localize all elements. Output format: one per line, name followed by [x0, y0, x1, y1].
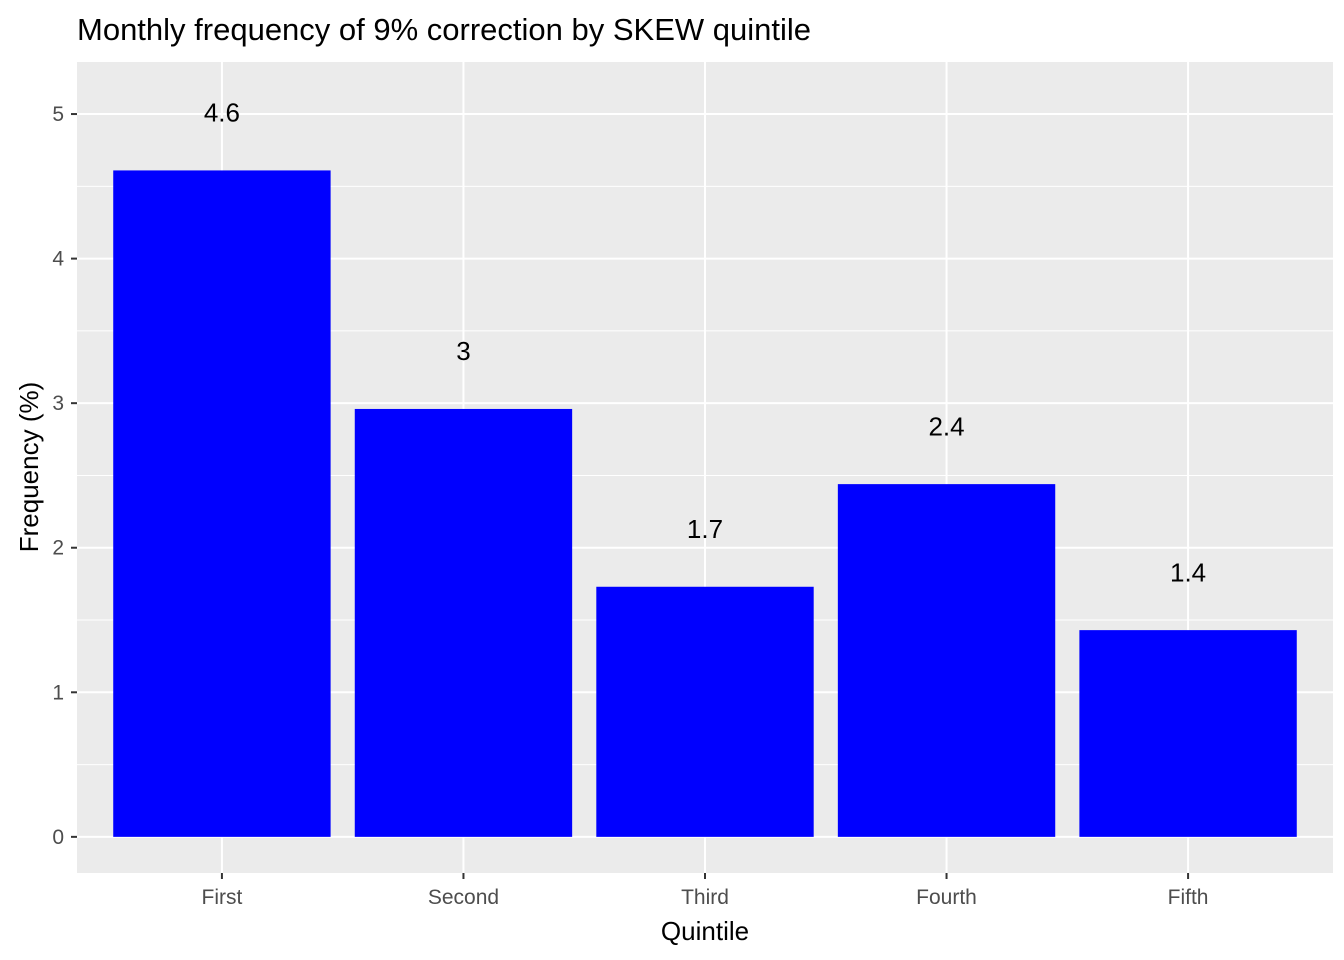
bar-value-label: 4.6: [204, 98, 240, 128]
y-tick-label: 3: [52, 392, 64, 415]
y-tick-label: 4: [52, 248, 64, 271]
bar: [354, 408, 573, 837]
bar-value-label: 3: [456, 336, 470, 366]
x-tick-label: First: [202, 886, 243, 909]
x-tick-label: Fifth: [1168, 886, 1209, 909]
x-tick-label: Fourth: [916, 886, 977, 909]
y-tick-label: 0: [52, 826, 64, 849]
y-tick-label: 2: [52, 537, 64, 560]
y-tick-label: 5: [52, 103, 64, 126]
bar: [596, 586, 814, 837]
y-axis: 0 1 2 3 4 5: [52, 103, 77, 849]
bar-value-label: 1.4: [1170, 557, 1206, 587]
y-tick-label: 1: [52, 681, 64, 704]
bars: [113, 170, 1297, 837]
bar: [837, 484, 1056, 837]
x-axis: First Second Third Fourth Fifth: [202, 873, 1209, 909]
y-axis-title: Frequency (%): [14, 382, 44, 553]
data-labels: 4.6 3 1.7 2.4 1.4: [204, 98, 1206, 588]
x-tick-label: Third: [681, 886, 729, 909]
bar: [113, 170, 331, 837]
x-axis-title: Quintile: [661, 916, 749, 946]
chart-title: Monthly frequency of 9% correction by SK…: [77, 12, 811, 47]
bar-value-label: 2.4: [928, 411, 964, 441]
x-tick-label: Second: [428, 886, 499, 909]
bar-value-label: 1.7: [687, 514, 723, 544]
bar: [1079, 630, 1297, 837]
